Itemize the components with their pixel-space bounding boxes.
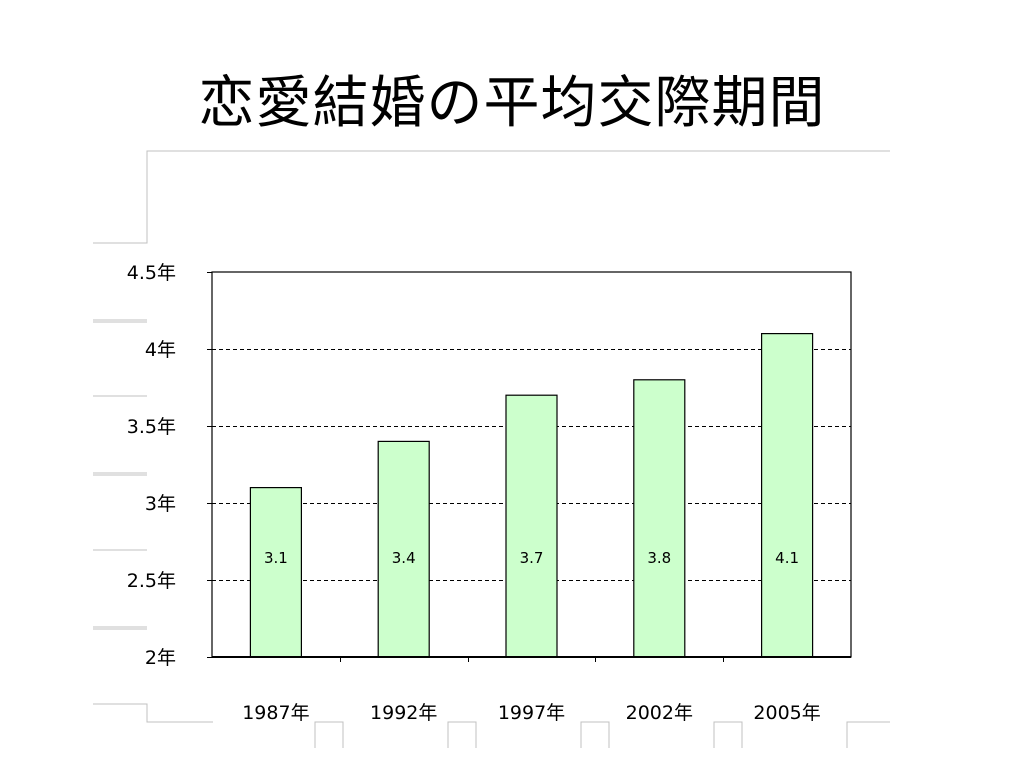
decorative-frame [93, 150, 890, 748]
y-tick-label: 2.5年 [127, 570, 176, 592]
y-tick-label: 4.5年 [127, 262, 176, 284]
data-label-1: 3.4 [392, 549, 416, 567]
x-tick-label: 1997年 [498, 702, 565, 724]
bar-4 [760, 333, 814, 658]
slide-title: 恋愛結婚の平均交際期間 [198, 71, 826, 136]
y-tick-label: 3年 [145, 493, 176, 515]
data-label-0: 3.1 [264, 549, 288, 567]
data-label-2: 3.7 [520, 549, 544, 567]
bar-3 [633, 379, 686, 658]
bar-0 [249, 487, 302, 658]
data-label-4: 4.1 [775, 549, 799, 567]
gridlines [212, 349, 851, 581]
x-tick-label: 1987年 [242, 702, 309, 724]
y-tick-label: 4年 [145, 339, 176, 361]
x-tick-label: 1992年 [370, 702, 437, 724]
y-tick-label: 2年 [145, 647, 176, 669]
y-tick-label: 3.5年 [127, 416, 176, 438]
axes [207, 271, 852, 662]
bars [249, 333, 814, 658]
x-tick-label: 2002年 [626, 702, 693, 724]
data-label-3: 3.8 [647, 549, 671, 567]
bar-1 [377, 440, 430, 658]
labels: 3.1 3.4 3.7 3.8 4.1 2年 2.5年 3年 3.5年 4年 4.5年 1987年 19… [127, 262, 821, 724]
bar-2 [505, 394, 558, 658]
x-tick-label: 2005年 [753, 702, 820, 724]
